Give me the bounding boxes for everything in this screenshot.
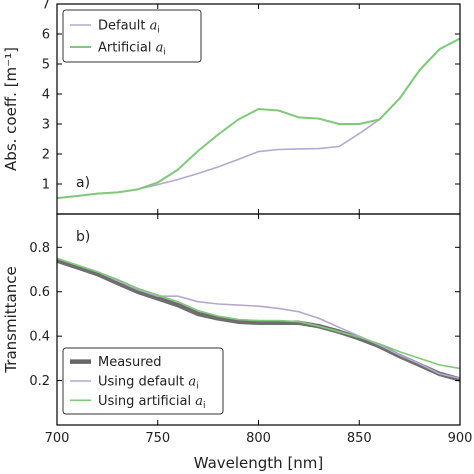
y-tick-label: 0.2 <box>29 374 50 389</box>
panel-tag: b) <box>76 229 90 245</box>
y-axis-label: Transmittance <box>2 266 20 373</box>
panel-b: 0.2 0.4 0.6 0.8 700 750 800 850 900 Transmittance… <box>2 213 473 472</box>
series-line-b-2 <box>56 257 461 380</box>
y-axis-label: Abs. coeff. [m⁻¹] <box>2 47 20 171</box>
legend-entry: Artificial ai <box>98 41 166 58</box>
y-tick-label: 2 <box>42 148 50 163</box>
y-tick-label: 0.6 <box>29 285 50 300</box>
x-axis-label: Wavelength [nm] <box>194 454 324 472</box>
legend-box <box>62 9 202 63</box>
y-tick-label: 7 <box>42 0 50 13</box>
series-line-b-1 <box>56 258 461 382</box>
y-tick-label: 5 <box>42 58 50 73</box>
legend-entry: Default ai <box>98 19 160 36</box>
legend-box <box>62 347 224 415</box>
y-tick-label: 0.8 <box>29 241 50 256</box>
series-line-a-2 <box>56 37 461 200</box>
legend-entry: Using artificial ai <box>98 394 205 411</box>
panel-tag: a) <box>76 175 90 191</box>
series-line-b-3 <box>56 257 461 370</box>
x-tick-label: 800 <box>246 431 271 446</box>
legend-entry: Using default ai <box>98 375 199 392</box>
y-tick-label: 1 <box>42 178 50 193</box>
x-tick-label: 900 <box>448 431 473 446</box>
legend-entry: Measured <box>98 355 162 370</box>
x-tick-label: 700 <box>45 431 70 446</box>
x-tick-label: 750 <box>145 431 170 446</box>
y-tick-label: 4 <box>42 88 50 103</box>
y-tick-label: 6 <box>42 28 50 43</box>
x-tick-label: 850 <box>347 431 372 446</box>
y-tick-label: 0.4 <box>29 330 50 345</box>
y-tick-label: 3 <box>42 118 50 133</box>
panel-a: 1 2 3 4 5 6 7 Abs. coeff. [m⁻¹] a) Default ai Arti… <box>2 0 461 215</box>
